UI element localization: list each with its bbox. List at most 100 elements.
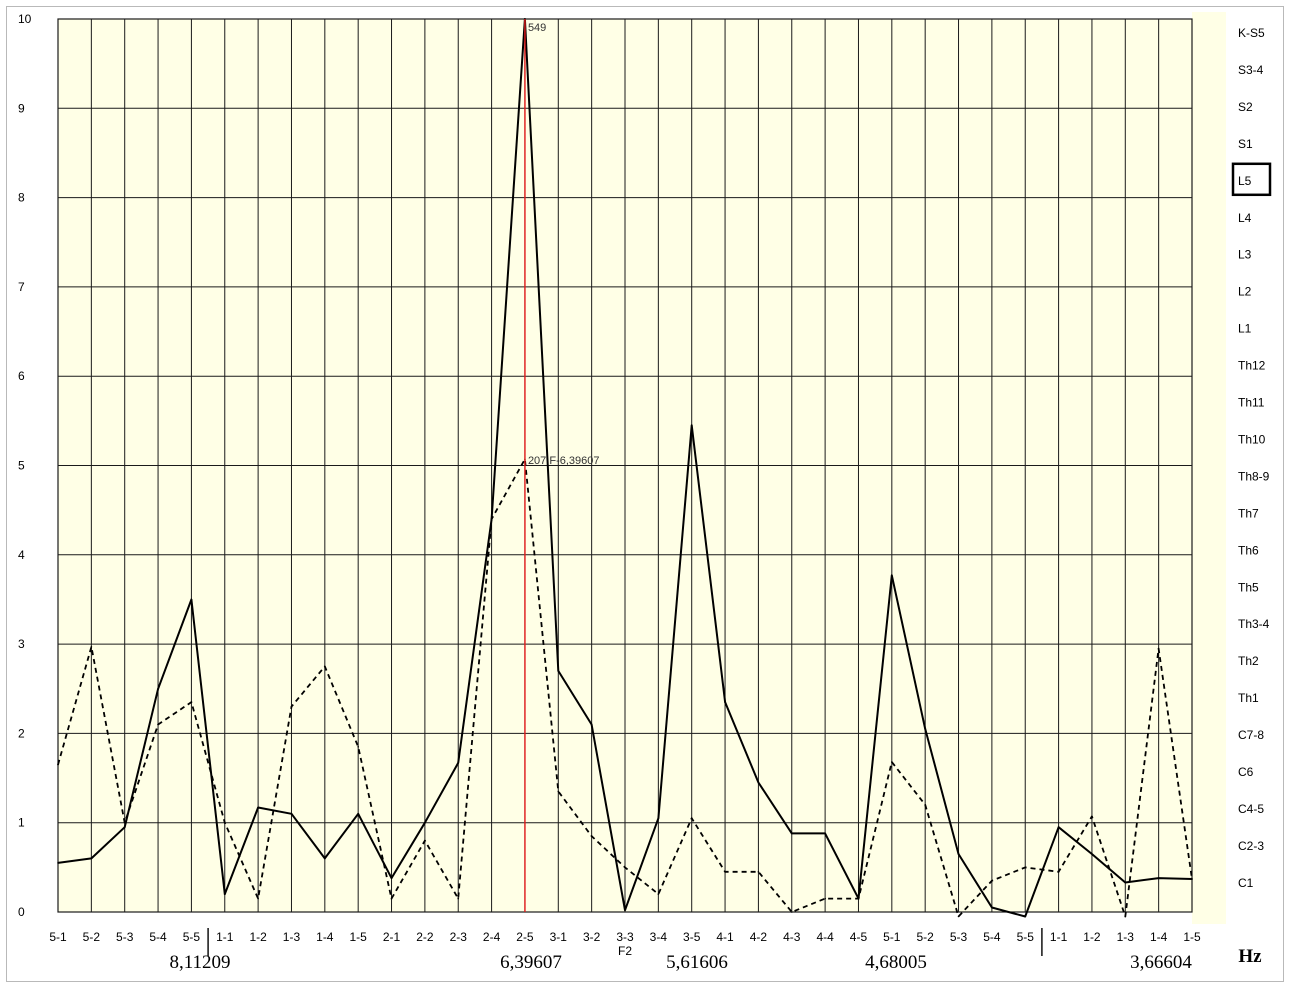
data-point <box>690 817 693 820</box>
data-point <box>157 687 159 690</box>
y-tick-label: 2 <box>18 726 25 740</box>
side-label: Th1 <box>1238 691 1259 705</box>
data-point <box>590 723 593 726</box>
x-tick-label: 3-1 <box>550 930 568 944</box>
data-point <box>757 871 760 873</box>
data-point <box>924 728 926 730</box>
x-tick-label: 5-1 <box>49 930 67 944</box>
dashed-peak-annotation: 207 F-6,39607 <box>528 455 600 467</box>
data-point <box>1057 826 1060 828</box>
x-tick-label: 5-2 <box>917 930 935 944</box>
marker-label: F2 <box>618 944 632 958</box>
data-point <box>290 705 293 708</box>
frequency-label: 5,61606 <box>666 952 728 973</box>
data-point <box>357 812 359 815</box>
x-tick-label: 3-5 <box>683 930 701 944</box>
side-label: S1 <box>1238 137 1253 151</box>
data-point <box>57 862 59 864</box>
x-tick-label: 3-3 <box>616 930 634 944</box>
frequency-label: 4,68005 <box>865 952 927 973</box>
data-point <box>257 806 259 809</box>
y-tick-label: 9 <box>18 101 25 115</box>
side-label: L5 <box>1238 174 1252 188</box>
x-tick-label: 2-2 <box>416 930 434 944</box>
x-tick-label: 4-4 <box>816 930 834 944</box>
data-point <box>1157 877 1160 879</box>
side-label: Th5 <box>1238 580 1259 594</box>
x-tick-label: 5-2 <box>83 930 101 944</box>
data-point <box>457 762 460 764</box>
data-point <box>357 745 359 748</box>
data-point <box>624 909 626 912</box>
peak-annotation: 549 <box>528 22 546 34</box>
y-tick-label: 8 <box>18 191 25 205</box>
unit-label: Hz <box>1238 946 1262 967</box>
data-point <box>657 817 660 820</box>
plot-border <box>57 18 1193 913</box>
y-tick-label: 6 <box>18 369 25 383</box>
data-point <box>324 665 326 668</box>
side-label: Th12 <box>1238 359 1266 373</box>
data-point <box>157 723 159 726</box>
data-point <box>1091 815 1093 818</box>
side-label: Th2 <box>1238 654 1259 668</box>
side-label: S2 <box>1238 100 1253 114</box>
x-tick-label: 3-2 <box>583 930 601 944</box>
data-point <box>824 897 826 900</box>
side-label: C6 <box>1238 765 1254 779</box>
x-tick-label: 1-2 <box>1083 930 1101 944</box>
x-axis: 5-1 5-2 5-3 5-4 5-5 1-1 1-2 1-3 1-4 1-5 2-1 2-2 2-3 2… <box>49 928 1201 956</box>
data-point <box>891 761 893 763</box>
data-point <box>624 866 626 869</box>
x-tick-label: 1-5 <box>1183 930 1201 944</box>
x-tick-label: 5-4 <box>983 930 1001 944</box>
data-point <box>1124 915 1127 918</box>
x-tick-label: 1-4 <box>1150 930 1168 944</box>
x-tick-label: 5-3 <box>116 930 134 944</box>
data-point <box>223 821 226 824</box>
x-tick-label: 1-1 <box>216 930 234 944</box>
side-label: K-S5 <box>1238 26 1265 40</box>
data-point <box>991 906 993 909</box>
data-point <box>557 670 560 672</box>
data-point <box>457 897 460 900</box>
side-label: S3-4 <box>1238 63 1264 77</box>
data-point <box>590 835 593 837</box>
x-tick-label: 3-4 <box>650 930 668 944</box>
selected-side-label-box <box>1231 162 1272 197</box>
y-tick-label: 7 <box>18 280 25 294</box>
side-label: L1 <box>1238 322 1252 336</box>
frequency-label: 3,66604 <box>1130 952 1192 973</box>
x-tick-label: 4-2 <box>750 930 768 944</box>
data-point <box>724 871 726 873</box>
data-point <box>223 893 226 895</box>
data-point <box>1057 871 1060 873</box>
x-tick-label: 1-2 <box>249 930 267 944</box>
data-point <box>557 790 560 793</box>
y-tick-label: 3 <box>18 637 25 651</box>
data-point <box>957 915 960 918</box>
frequency-labels: 8,11209 6,39607 5,61606 4,68005 3,66604 Hz <box>169 946 1262 973</box>
data-point <box>290 812 293 815</box>
frequency-label: 8,11209 <box>169 952 230 973</box>
y-tick-label: 0 <box>18 905 25 919</box>
side-label: Th7 <box>1238 506 1259 520</box>
grid <box>57 18 1193 913</box>
x-tick-label: 1-3 <box>283 930 301 944</box>
side-label: L4 <box>1238 211 1252 225</box>
y-axis: 0 1 2 3 4 5 6 7 8 9 10 <box>18 12 32 919</box>
x-tick-label: 5-5 <box>183 930 201 944</box>
data-point <box>324 857 326 860</box>
side-label: Th3-4 <box>1238 617 1270 631</box>
annotations: 549 207 F-6,39607 F2 <box>528 22 632 958</box>
series <box>57 18 1193 918</box>
data-point <box>957 853 960 855</box>
x-tick-label: 2-5 <box>516 930 534 944</box>
x-tick-label: 4-5 <box>850 930 868 944</box>
data-point <box>90 857 93 860</box>
data-point <box>657 893 660 895</box>
side-label: C7-8 <box>1238 728 1264 742</box>
y-tick-label: 10 <box>18 12 32 26</box>
data-point <box>190 598 193 601</box>
